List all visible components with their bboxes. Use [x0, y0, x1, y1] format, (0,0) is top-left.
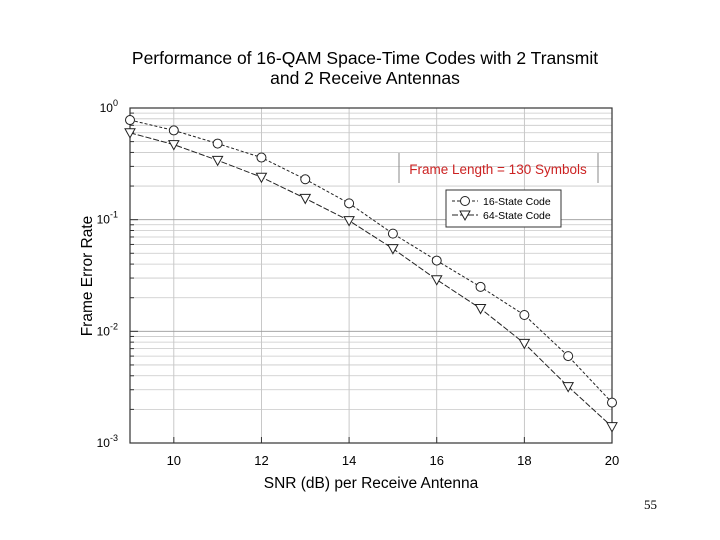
data-point [563, 351, 574, 362]
data-point [211, 155, 224, 167]
data-point [387, 244, 399, 255]
y-tick-exponent: 0 [113, 98, 118, 108]
x-tick-label: 14 [342, 453, 356, 468]
data-point [299, 193, 312, 205]
data-point [168, 125, 179, 136]
x-axis-label: SNR (dB) per Receive Antenna [264, 475, 479, 492]
y-tick-exponent: -1 [110, 210, 118, 220]
frame-length-annotation: Frame Length = 130 Symbols [409, 162, 587, 177]
data-point [343, 216, 355, 227]
series-64-state-code [124, 128, 618, 433]
legend-label: 64-State Code [483, 210, 551, 222]
y-tick-base: 10 [97, 324, 111, 338]
y-tick-label: 100 [100, 98, 118, 115]
data-point [256, 152, 267, 163]
data-point [519, 310, 530, 321]
grid [130, 108, 613, 444]
data-point [430, 275, 443, 286]
y-tick-base: 10 [97, 213, 111, 227]
data-point [562, 382, 575, 393]
series-line [129, 119, 613, 403]
data-point [300, 174, 311, 185]
data-point [606, 422, 618, 433]
y-axis-label: Frame Error Rate [79, 216, 96, 337]
y-tick-label: 10-2 [97, 321, 118, 338]
series-line [129, 132, 613, 428]
chart-title-line-1: Performance of 16-QAM Space-Time Codes w… [131, 48, 599, 68]
data-point [607, 397, 617, 408]
data-point [124, 128, 136, 139]
plot-frame [129, 107, 613, 444]
x-tick-label: 10 [167, 453, 181, 468]
y-tick-exponent: -2 [110, 321, 118, 331]
legend-marker [460, 196, 470, 206]
x-tick-label: 18 [517, 453, 531, 468]
data-point [125, 115, 135, 126]
data-point [518, 338, 531, 350]
chart-title-line-2: and 2 Receive Antennas [270, 68, 460, 88]
data-point [387, 228, 398, 239]
x-tick-label: 12 [254, 453, 268, 468]
data-point [212, 138, 223, 149]
y-tick-base: 10 [97, 436, 111, 450]
y-tick-exponent: -3 [110, 433, 118, 443]
chart-title: Performance of 16-QAM Space-Time Codes w… [70, 48, 660, 88]
x-tick-label: 16 [429, 453, 443, 468]
data-point [344, 198, 355, 209]
page-number: 55 [644, 497, 657, 512]
legend: 16-State Code 64-State Code [445, 189, 562, 228]
data-point [255, 172, 268, 184]
data-point [474, 304, 487, 315]
x-tick-label: 20 [605, 453, 619, 468]
annotation-group: Frame Length = 130 Symbols [398, 153, 599, 183]
data-point [431, 255, 442, 266]
y-tick-label: 10-1 [97, 210, 118, 227]
data-point [475, 281, 486, 292]
legend-marker [459, 210, 471, 222]
y-tick-label: 10-3 [97, 433, 118, 450]
series [124, 115, 618, 433]
series-16-state-code [125, 115, 617, 408]
data-point [167, 140, 180, 151]
legend-label: 16-State Code [483, 196, 551, 208]
y-tick-base: 10 [100, 101, 114, 115]
